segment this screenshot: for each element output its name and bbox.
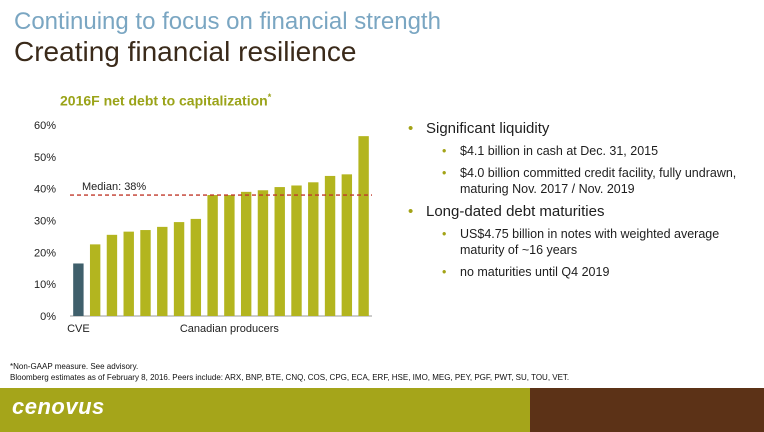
bar-canadian-producer	[106, 234, 118, 316]
bar-canadian-producer	[308, 182, 319, 316]
bar-cve	[73, 263, 84, 316]
chart-title: 2016F net debt to capitalization*	[60, 92, 380, 109]
bullet-dot-icon: •	[442, 144, 447, 158]
y-tick-label: 50%	[34, 152, 56, 164]
median-label: Median: 38%	[82, 181, 146, 193]
footnote-peers: Bloomberg estimates as of February 8, 20…	[10, 373, 570, 382]
y-tick-label: 30%	[34, 216, 56, 228]
bar-canadian-producer	[173, 222, 185, 316]
bullet-dot-icon: •	[442, 227, 447, 241]
bar-canadian-producer	[207, 195, 218, 316]
chart-title-marker: *	[267, 92, 272, 102]
bullet-list: • Significant liquidity • $4.1 billion i…	[408, 120, 748, 286]
bar-canadian-producer	[257, 190, 269, 316]
y-tick-label: 20%	[34, 247, 56, 259]
sub-bullet-cash: • $4.1 billion in cash at Dec. 31, 2015	[442, 143, 748, 159]
net-debt-bar-chart: 0% 10% 20% 30% 40% 50% 60% Median: 38% CVE Canadi…	[34, 120, 372, 335]
bar-canadian-producer	[358, 136, 369, 316]
bar-canadian-producer	[89, 244, 101, 316]
chart-title-text: 2016F net debt to capitalization	[60, 92, 268, 109]
slide-supertitle: Continuing to focus on financial strengt…	[14, 8, 441, 35]
y-tick-label: 60%	[34, 120, 56, 132]
bar-canadian-producer	[140, 230, 151, 316]
x-group-label: Canadian producers	[180, 323, 280, 335]
y-tick-label: 0%	[40, 311, 56, 323]
bullet-text: Long-dated debt maturities	[426, 203, 605, 220]
sub-bullet-text: US$4.75 billion in notes with weighted a…	[460, 227, 720, 257]
bullet-text: Significant liquidity	[426, 120, 550, 137]
bar-canadian-producer	[224, 195, 235, 316]
bullet-dot-icon: •	[442, 265, 447, 279]
y-tick-label: 10%	[34, 279, 56, 291]
bar-canadian-producer	[341, 174, 353, 316]
slide-title: Creating financial resilience	[14, 36, 357, 67]
bullet-significant-liquidity: • Significant liquidity	[408, 120, 748, 137]
bullet-dot-icon: •	[408, 203, 414, 220]
bullet-long-dated-maturities: • Long-dated debt maturities	[408, 203, 748, 220]
x-tick-label-cve: CVE	[67, 323, 90, 335]
footer-band-brown	[530, 388, 764, 432]
bar-canadian-producer	[291, 185, 302, 316]
bullet-dot-icon: •	[408, 120, 414, 137]
cenovus-logo: cenovus	[12, 394, 105, 419]
sub-bullet-text: $4.0 billion committed credit facility, …	[460, 166, 737, 196]
bar-canadian-producer	[274, 187, 285, 316]
bar-canadian-producer	[190, 218, 202, 316]
sub-bullet-credit-facility: • $4.0 billion committed credit facility…	[442, 165, 748, 197]
bullet-dot-icon: •	[442, 166, 447, 180]
sub-bullet-text: $4.1 billion in cash at Dec. 31, 2015	[460, 144, 659, 158]
sub-bullet-notes: • US$4.75 billion in notes with weighted…	[442, 226, 748, 258]
bar-canadian-producer	[123, 231, 134, 316]
bar-canadian-producer	[240, 191, 252, 316]
bar-canadian-producer	[157, 226, 168, 316]
y-tick-label: 40%	[34, 184, 56, 196]
footnote-non-gaap: *Non-GAAP measure. See advisory.	[10, 362, 139, 371]
bar-canadian-producer	[324, 175, 336, 316]
sub-bullet-no-maturities: • no maturities until Q4 2019	[442, 264, 748, 280]
sub-bullet-text: no maturities until Q4 2019	[460, 265, 610, 279]
footer-band-green	[0, 388, 530, 432]
